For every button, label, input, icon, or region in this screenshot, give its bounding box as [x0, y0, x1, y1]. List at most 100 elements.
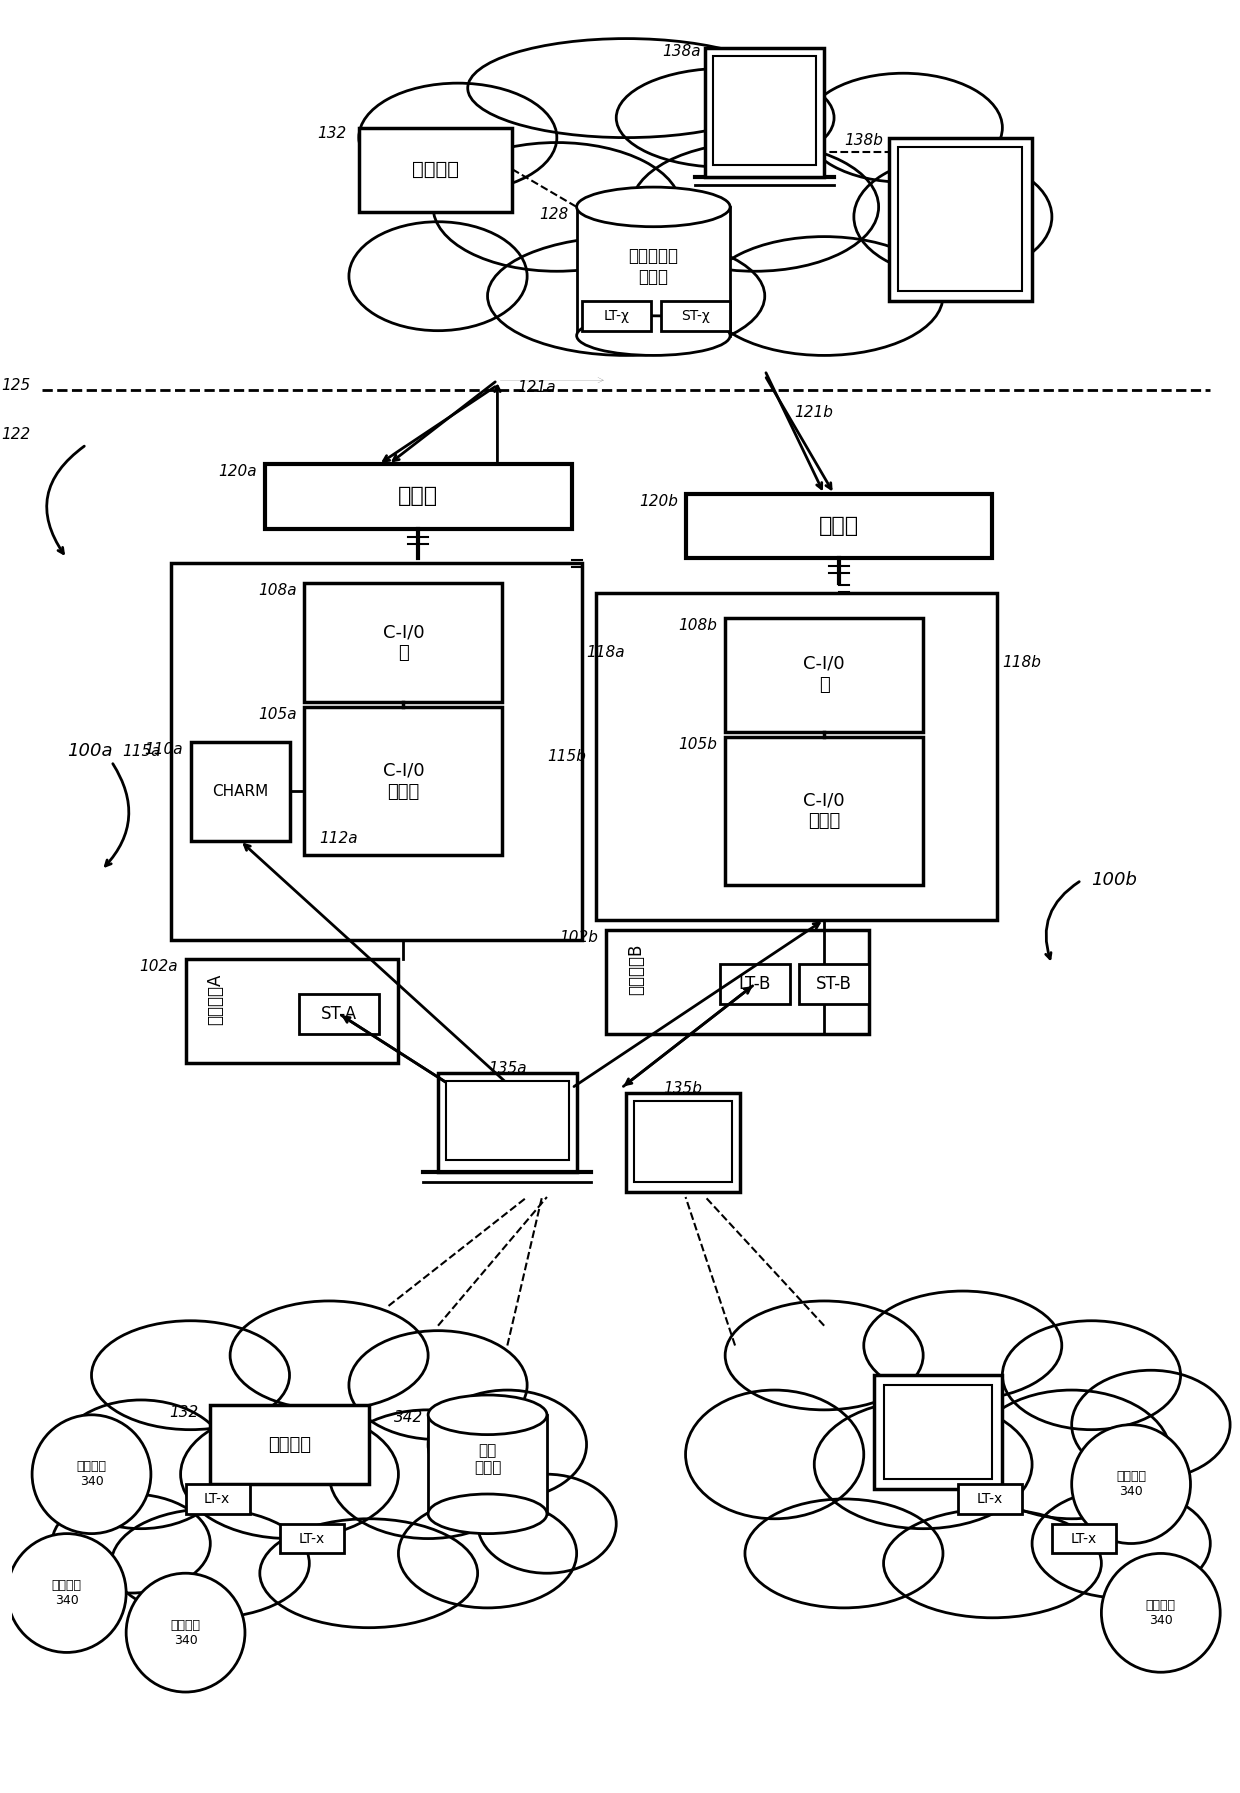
Text: 配置应用
340: 配置应用 340 [1146, 1599, 1176, 1626]
Text: 342: 342 [394, 1409, 423, 1425]
Bar [713, 56, 816, 165]
Text: 108b: 108b [678, 619, 717, 633]
Ellipse shape [1071, 1370, 1230, 1479]
Ellipse shape [616, 68, 835, 167]
Text: 配置应用
340: 配置应用 340 [77, 1460, 107, 1488]
Bar [1052, 1524, 1116, 1553]
Circle shape [1071, 1425, 1190, 1544]
Circle shape [126, 1572, 246, 1693]
Bar [299, 993, 378, 1033]
Ellipse shape [577, 316, 730, 355]
Text: 集中式数据
储存器: 集中式数据 储存器 [629, 247, 678, 285]
Bar [957, 1485, 1022, 1513]
Text: 102b: 102b [559, 929, 599, 945]
Text: 138a: 138a [662, 43, 701, 59]
Text: 资产系统: 资产系统 [412, 160, 459, 179]
Ellipse shape [433, 143, 681, 271]
Ellipse shape [52, 1400, 231, 1529]
Text: 配置应用
340: 配置应用 340 [52, 1580, 82, 1607]
Bar [191, 742, 289, 841]
Ellipse shape [805, 74, 1002, 183]
Bar [884, 1386, 992, 1479]
Text: 135a: 135a [489, 1061, 527, 1076]
Ellipse shape [854, 158, 1052, 276]
Text: LT-x: LT-x [1070, 1531, 1096, 1546]
Bar [725, 737, 923, 886]
Ellipse shape [398, 1499, 577, 1608]
Bar [582, 301, 651, 330]
Ellipse shape [428, 1390, 587, 1499]
Text: 115a: 115a [123, 744, 161, 758]
Text: 121a: 121a [517, 380, 556, 394]
Text: C-I/0
卡: C-I/0 卡 [383, 624, 424, 662]
Ellipse shape [577, 186, 730, 226]
Bar [634, 1101, 732, 1182]
Text: 132: 132 [317, 126, 347, 140]
Text: 128: 128 [539, 206, 569, 222]
Ellipse shape [329, 1409, 527, 1538]
Text: LT-x: LT-x [298, 1531, 325, 1546]
Text: 122: 122 [1, 427, 30, 443]
Ellipse shape [972, 1390, 1171, 1519]
Text: ST-A: ST-A [321, 1004, 357, 1022]
Ellipse shape [477, 1474, 616, 1572]
Text: ST-χ: ST-χ [681, 308, 709, 323]
Text: CHARM: CHARM [212, 784, 268, 798]
Ellipse shape [92, 1321, 289, 1429]
Ellipse shape [260, 1519, 477, 1628]
Bar [438, 1074, 577, 1173]
Bar [800, 965, 869, 1004]
Circle shape [32, 1415, 151, 1533]
Ellipse shape [631, 143, 879, 271]
Text: LT-x: LT-x [205, 1492, 231, 1506]
Ellipse shape [884, 1510, 1101, 1617]
Bar [265, 464, 572, 529]
Bar [304, 706, 502, 855]
Text: 现场设备B: 现场设备B [627, 943, 645, 995]
Ellipse shape [1032, 1488, 1210, 1598]
Text: 110a: 110a [144, 742, 182, 757]
Ellipse shape [358, 82, 557, 192]
Bar [279, 1524, 343, 1553]
Text: 数据
储存器: 数据 储存器 [474, 1443, 501, 1476]
Ellipse shape [864, 1291, 1061, 1400]
Bar [358, 127, 512, 212]
Bar [725, 619, 923, 732]
Text: 105a: 105a [258, 706, 296, 723]
Bar [606, 929, 869, 1033]
Text: 120b: 120b [639, 495, 677, 509]
Ellipse shape [428, 1494, 547, 1533]
Text: 108a: 108a [258, 583, 296, 599]
Text: 120a: 120a [218, 464, 257, 479]
Bar [706, 48, 825, 178]
Text: 135b: 135b [663, 1081, 702, 1096]
Text: 115b: 115b [548, 749, 587, 764]
Text: 控制器: 控制器 [398, 486, 438, 506]
Ellipse shape [231, 1302, 428, 1409]
Text: 118a: 118a [587, 645, 625, 660]
Ellipse shape [467, 39, 785, 138]
Ellipse shape [181, 1409, 398, 1538]
Ellipse shape [348, 222, 527, 330]
Bar [626, 1094, 740, 1192]
Text: 112a: 112a [319, 830, 358, 846]
Bar [446, 1081, 569, 1160]
Bar [186, 959, 398, 1063]
Bar [874, 1375, 1002, 1488]
Text: 132: 132 [169, 1406, 198, 1420]
Text: 100a: 100a [67, 742, 113, 760]
Bar [720, 965, 790, 1004]
Circle shape [7, 1533, 126, 1653]
Ellipse shape [686, 1390, 864, 1519]
Text: LT-x: LT-x [976, 1492, 1003, 1506]
Ellipse shape [815, 1400, 1032, 1529]
Text: 105b: 105b [678, 737, 717, 751]
Ellipse shape [745, 1499, 942, 1608]
Bar [596, 593, 997, 920]
Ellipse shape [428, 1395, 547, 1434]
Ellipse shape [706, 237, 942, 355]
Bar [889, 138, 1032, 301]
Text: C-I/0
卡: C-I/0 卡 [804, 654, 844, 694]
Circle shape [1101, 1553, 1220, 1673]
Ellipse shape [348, 1330, 527, 1440]
